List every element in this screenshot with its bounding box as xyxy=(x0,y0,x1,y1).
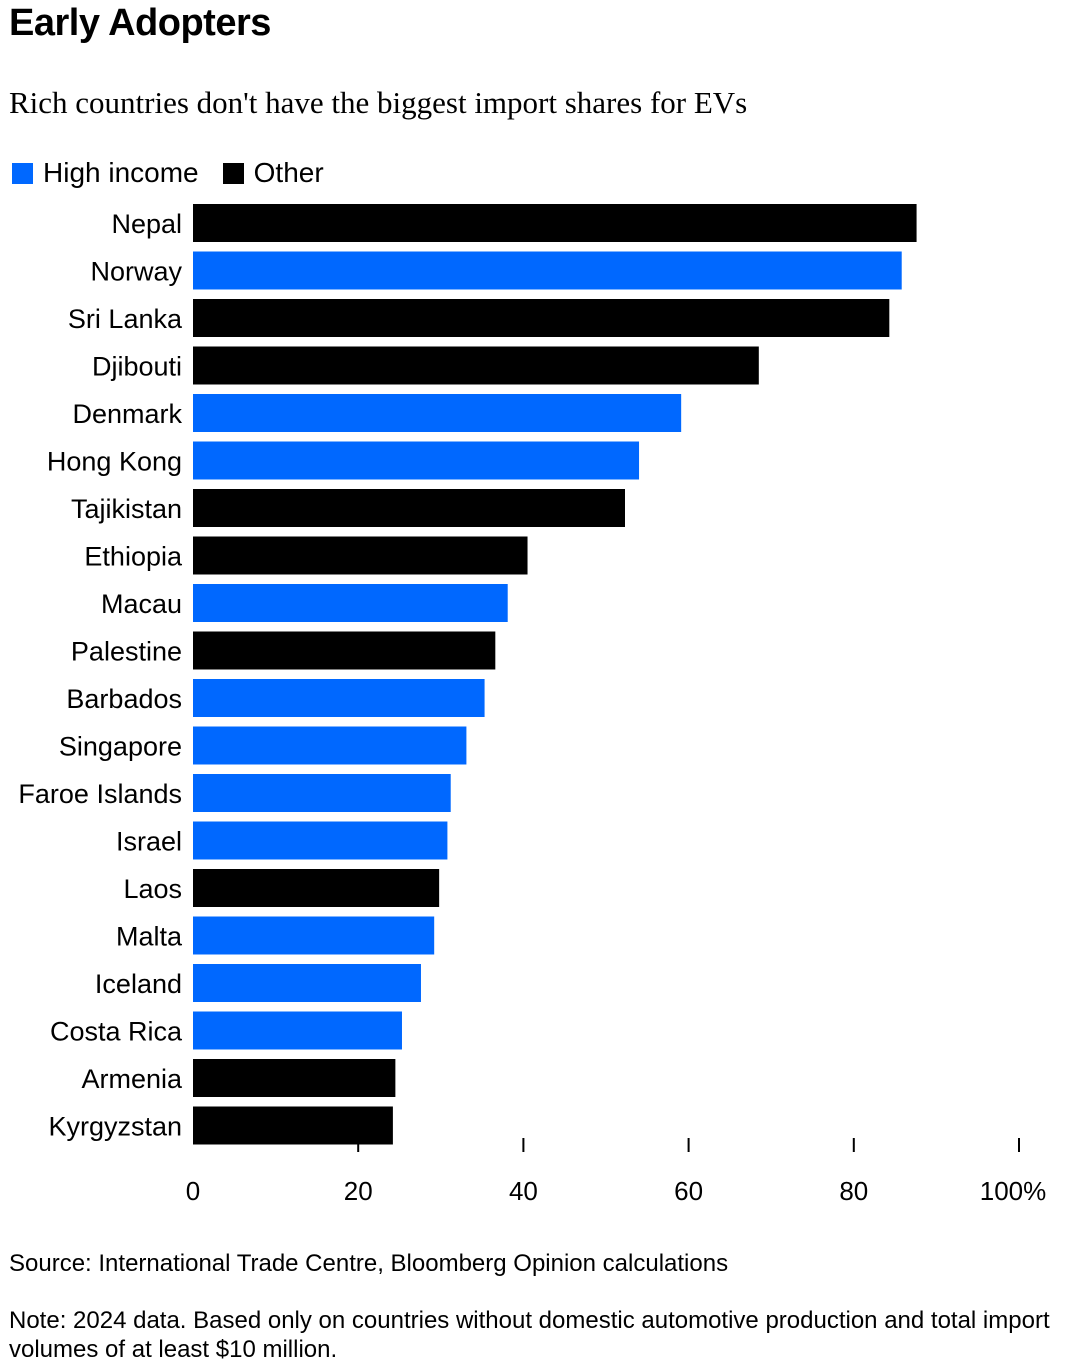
category-label-singapore: Singapore xyxy=(59,732,182,762)
bar-hong-kong xyxy=(193,441,640,480)
chart-title: Early Adopters xyxy=(9,2,271,44)
legend: High income Other xyxy=(12,157,348,189)
bar-singapore xyxy=(193,726,467,765)
category-label-norway: Norway xyxy=(90,257,182,287)
bar-israel xyxy=(193,821,448,860)
bar-sri-lanka xyxy=(193,299,890,337)
footnote: Note: 2024 data. Based only on countries… xyxy=(9,1307,1050,1363)
x-tick-label-60: 60 xyxy=(674,1176,703,1206)
category-label-iceland: Iceland xyxy=(95,969,182,999)
category-label-laos: Laos xyxy=(123,874,182,904)
x-tick-label-80: 80 xyxy=(839,1176,868,1206)
category-label-nepal: Nepal xyxy=(111,209,182,239)
bar-costa-rica xyxy=(193,1011,402,1050)
chart-subtitle: Rich countries don't have the biggest im… xyxy=(9,85,748,120)
bar-laos xyxy=(193,869,440,907)
category-label-malta: Malta xyxy=(116,922,183,952)
legend-item-high-income: High income xyxy=(12,157,199,189)
bar-iceland xyxy=(193,964,421,1002)
legend-label-other: Other xyxy=(253,157,324,188)
category-label-israel: Israel xyxy=(116,827,182,857)
x-tick-label-20: 20 xyxy=(344,1176,373,1206)
bar-armenia xyxy=(193,1059,396,1097)
bar-macau xyxy=(193,584,508,622)
category-label-hong-kong: Hong Kong xyxy=(47,447,182,477)
category-label-macau: Macau xyxy=(101,589,182,619)
bar-norway xyxy=(193,251,902,290)
category-label-costa-rica: Costa Rica xyxy=(50,1017,183,1047)
x-tick-label-100: 100% xyxy=(980,1176,1047,1206)
category-label-djibouti: Djibouti xyxy=(92,352,182,382)
category-label-sri-lanka: Sri Lanka xyxy=(68,304,183,334)
x-tick-label-0: 0 xyxy=(186,1176,200,1206)
category-label-kyrgyzstan: Kyrgyzstan xyxy=(48,1112,182,1142)
category-label-armenia: Armenia xyxy=(81,1064,183,1094)
bar-chart: Nepal Norway Sri Lanka Djibouti Denmark Hong … xyxy=(18,204,1047,1206)
bar-ethiopia xyxy=(193,536,528,575)
category-label-palestine: Palestine xyxy=(71,637,182,667)
source-note: Source: International Trade Centre, Bloo… xyxy=(9,1250,729,1277)
bar-faroe-islands xyxy=(193,774,451,812)
category-label-denmark: Denmark xyxy=(72,399,182,429)
bar-djibouti xyxy=(193,346,759,385)
category-label-ethiopia: Ethiopia xyxy=(84,542,183,572)
bar-denmark xyxy=(193,394,682,432)
bar-barbados xyxy=(193,679,485,717)
bar-nepal xyxy=(193,204,917,242)
x-tick-label-40: 40 xyxy=(509,1176,538,1206)
legend-label-high-income: High income xyxy=(43,157,199,188)
bar-tajikistan xyxy=(193,489,625,527)
legend-swatch-high-income xyxy=(12,162,33,184)
legend-swatch-other xyxy=(222,162,244,184)
category-label-faroe-islands: Faroe Islands xyxy=(18,779,182,809)
bar-malta xyxy=(193,916,435,955)
bar-palestine xyxy=(193,631,496,670)
category-label-barbados: Barbados xyxy=(66,684,182,714)
legend-item-other: Other xyxy=(222,157,324,189)
bar-kyrgyzstan xyxy=(193,1106,393,1145)
category-label-tajikistan: Tajikistan xyxy=(71,494,182,524)
